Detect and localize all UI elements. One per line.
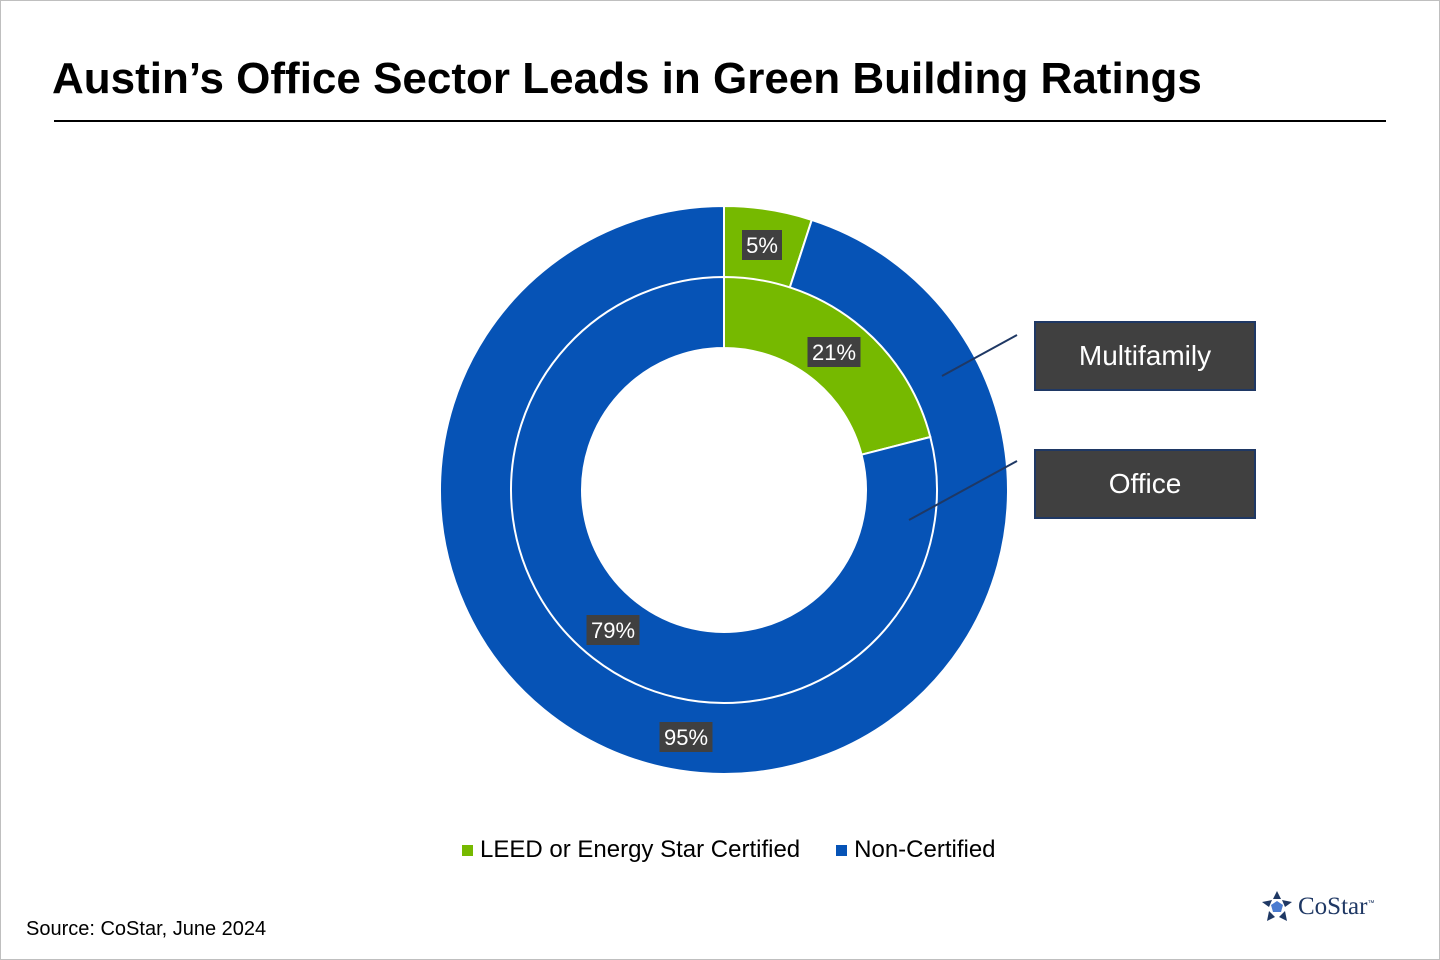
- data-label-text-inner-certified: 21%: [812, 340, 856, 365]
- costar-logo: CoStar ™: [1260, 890, 1374, 924]
- data-label-outer-non-certified: 95%: [659, 722, 713, 752]
- callout-office: Office: [1034, 449, 1256, 519]
- slice-inner-non-certified: [510, 275, 938, 704]
- data-label-inner-certified: 21%: [807, 337, 861, 367]
- data-label-inner-non-certified: 79%: [586, 615, 640, 645]
- chart-legend: LEED or Energy Star Certified Non-Certif…: [462, 836, 996, 864]
- data-label-text-outer-certified: 5%: [746, 233, 778, 258]
- data-label-outer-certified: 5%: [742, 230, 782, 260]
- leader-line-multifamily: [941, 334, 1018, 377]
- legend-label-certified: LEED or Energy Star Certified: [480, 836, 801, 863]
- legend-item-non-certified: Non-Certified: [836, 836, 996, 864]
- chart-title: Austin’s Office Sector Leads in Green Bu…: [52, 54, 1202, 103]
- logo-text: CoStar: [1298, 893, 1368, 920]
- callout-multifamily: Multifamily: [1034, 321, 1256, 391]
- legend-swatch-certified: [462, 844, 473, 856]
- legend-swatch-non-certified: [836, 844, 848, 856]
- leader-line-office: [908, 460, 1018, 521]
- source-note: Source: CoStar, June 2024: [26, 918, 267, 940]
- costar-star-icon: [1262, 891, 1292, 921]
- data-label-text-outer-non-certified: 95%: [664, 725, 708, 750]
- data-label-text-inner-non-certified: 79%: [591, 618, 635, 643]
- legend-item-certified: LEED or Energy Star Certified: [462, 836, 800, 864]
- logo-trademark: ™: [1367, 900, 1375, 907]
- title-divider: [54, 120, 1386, 122]
- legend-label-non-certified: Non-Certified: [854, 836, 996, 863]
